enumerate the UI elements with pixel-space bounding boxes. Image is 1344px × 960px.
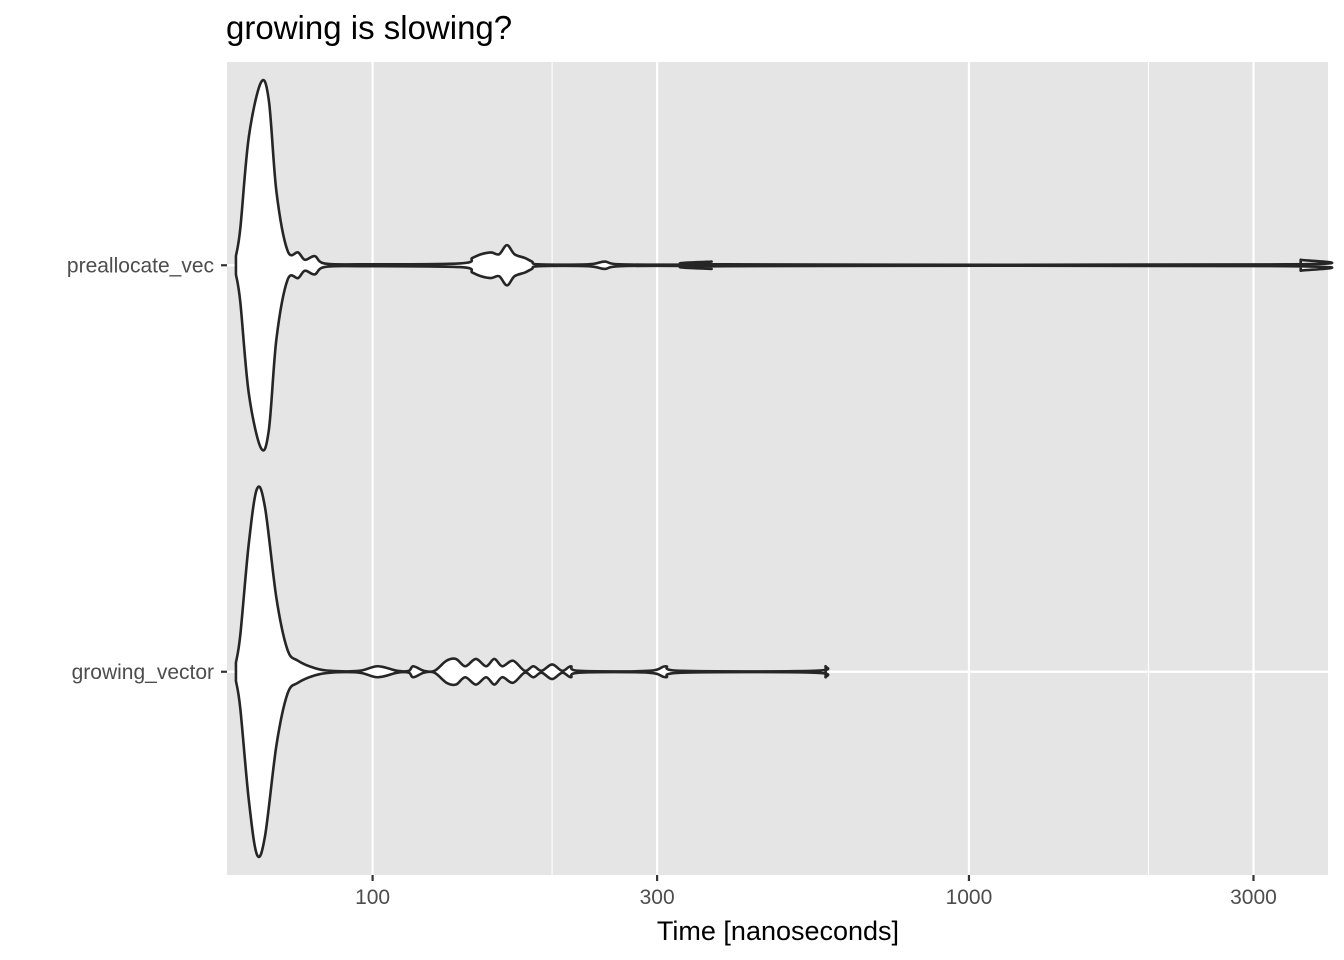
y-tick-label: preallocate_vec	[67, 254, 214, 277]
x-tick-label: 1000	[946, 886, 993, 909]
x-tick-label: 300	[640, 886, 675, 909]
y-tick-label: growing_vector	[72, 661, 214, 684]
violin-growing_vector	[234, 485, 830, 859]
x-tick-label: 3000	[1230, 886, 1277, 909]
chart-title: growing is slowing?	[226, 9, 512, 46]
violins	[234, 78, 1334, 859]
x-axis-title: Time [nanoseconds]	[657, 916, 899, 946]
x-tick-label: 100	[355, 886, 390, 909]
axes: 100 300 1000 3000 preallocate_vec growing_vec…	[67, 254, 1277, 909]
violin-preallocate_vec	[234, 78, 1334, 452]
plot-panel	[227, 62, 1328, 875]
